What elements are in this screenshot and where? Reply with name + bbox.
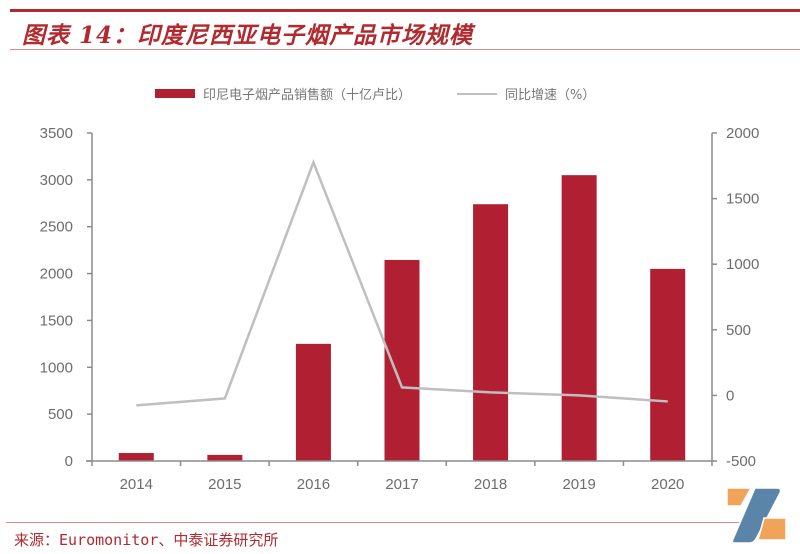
- legend-line-swatch: [457, 92, 498, 95]
- figure-title: 图表 14：印度尼西亚电子烟产品市场规模: [22, 22, 474, 49]
- left-axis-tick-label: 0: [65, 453, 73, 470]
- top-rule: [10, 9, 800, 12]
- x-axis-tick-label: 2018: [474, 476, 507, 493]
- bar-2019: [561, 175, 597, 461]
- source-note: 来源：Euromonitor、中泰证券研究所: [14, 531, 279, 549]
- bar-2016: [295, 343, 331, 461]
- bar-series: [118, 175, 686, 462]
- brand-logo-icon: [726, 487, 787, 544]
- source-divider: [6, 522, 746, 523]
- bar-2015: [207, 454, 243, 461]
- right-axis-tick-label: 0: [726, 387, 734, 404]
- right-y-axis: -500 0 500 1000 1500 2000: [711, 125, 759, 470]
- left-axis-tick-label: 1500: [40, 312, 73, 329]
- title-divider: [10, 49, 800, 50]
- x-axis-tick-label: 2019: [562, 476, 595, 493]
- x-axis-tick-label: 2014: [120, 476, 153, 493]
- bar-2018: [473, 204, 509, 462]
- right-axis-tick-label: 1500: [726, 191, 759, 208]
- right-axis-tick-label: 2000: [726, 125, 759, 142]
- bar-2014: [118, 453, 154, 461]
- left-y-axis: 0 500 1000 1500 2000 2500 3000 3500: [40, 125, 93, 470]
- right-axis-tick-label: -500: [726, 453, 756, 470]
- left-axis-tick-label: 3500: [40, 125, 73, 142]
- legend-line-label: 同比增速（%）: [505, 88, 596, 103]
- right-axis-tick-label: 1000: [726, 256, 759, 273]
- right-axis-tick-label: 500: [726, 322, 751, 339]
- x-axis-tick-label: 2017: [385, 476, 418, 493]
- x-axis-tick-label: 2020: [651, 476, 684, 493]
- line-series: [136, 158, 668, 407]
- left-axis-tick-label: 500: [48, 406, 73, 423]
- x-axis: 2014 2015 2016 2017 2018 2019 2020: [86, 460, 714, 493]
- chart-legend: 印尼电子烟产品销售额（十亿卢比） 同比增速（%）: [155, 84, 595, 103]
- growth-line: [136, 158, 668, 407]
- left-axis-tick-label: 1000: [40, 359, 73, 376]
- legend-bar-label: 印尼电子烟产品销售额（十亿卢比）: [203, 88, 412, 103]
- left-axis-tick-label: 2000: [40, 266, 73, 283]
- x-axis-tick-label: 2016: [297, 476, 330, 493]
- left-axis-tick-label: 3000: [40, 172, 73, 189]
- bar-2017: [384, 259, 420, 461]
- left-axis-tick-label: 2500: [40, 219, 73, 236]
- x-axis-tick-label: 2015: [208, 476, 241, 493]
- legend-bar-swatch: [155, 89, 195, 98]
- bar-2020: [650, 268, 686, 461]
